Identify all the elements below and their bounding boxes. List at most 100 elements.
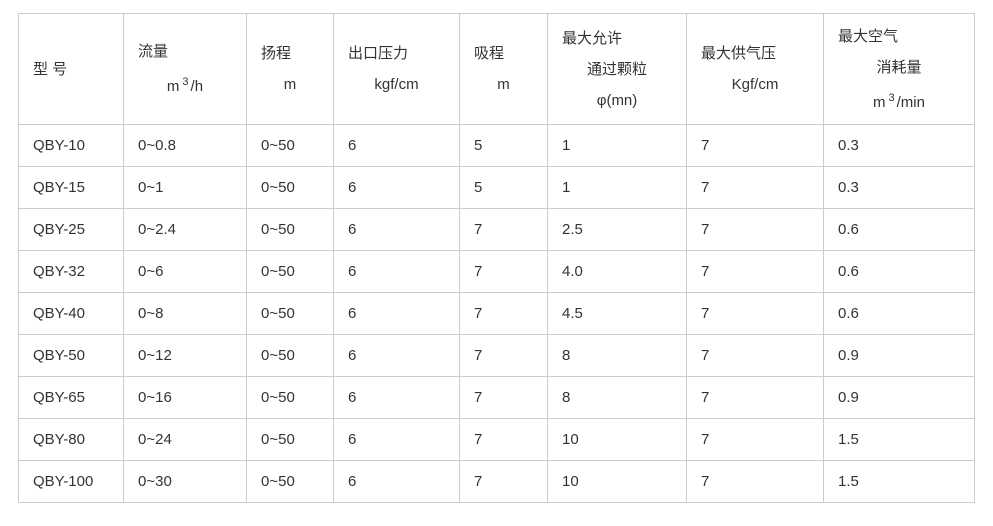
header-suction-unit: m [497,76,510,93]
cell-outlet-pressure: 6 [333,292,460,335]
cell-outlet-pressure: 6 [333,208,460,251]
header-suction: 吸程 m [459,13,548,125]
header-head: 扬程 m [246,13,334,125]
cell-outlet-pressure: 6 [333,166,460,209]
cell-flow: 0~1 [123,166,247,209]
cell-model: QBY-50 [18,334,124,377]
cell-outlet-pressure: 6 [333,418,460,461]
pump-spec-table: 型 号 流量 m 3/h 扬程 m 出口压 [18,13,975,503]
table-row: QBY-65 0~16 0~50 6 7 8 7 0.9 [18,376,975,419]
cell-suction: 7 [459,418,548,461]
table-row: QBY-40 0~8 0~50 6 7 4.5 7 0.6 [18,292,975,335]
cell-air-consumption: 0.6 [823,292,975,335]
cell-model: QBY-40 [18,292,124,335]
cell-max-air-pressure: 7 [686,418,824,461]
unit-base: m [166,78,180,95]
header-head-unit: m [283,76,297,93]
cell-air-consumption: 0.6 [823,250,975,293]
cell-air-consumption: 1.5 [823,418,975,461]
unit-suffix: /h [190,78,204,95]
header-max-particle-unit: φ(mn) [596,91,638,109]
cell-head: 0~50 [246,292,334,335]
header-flow: 流量 m 3/h [123,13,247,125]
header-head-label: 扬程 [261,45,292,62]
cell-max-particle: 4.5 [547,292,687,335]
header-row: 型 号 流量 m 3/h 扬程 m 出口压 [18,13,975,125]
table-row: QBY-10 0~0.8 0~50 6 5 1 7 0.3 [18,124,975,167]
cell-outlet-pressure: 6 [333,124,460,167]
header-model: 型 号 [18,13,124,125]
cell-suction: 5 [459,166,548,209]
table-header: 型 号 流量 m 3/h 扬程 m 出口压 [18,13,975,125]
cell-air-consumption: 1.5 [823,460,975,503]
cell-max-air-pressure: 7 [686,376,824,419]
unit-superscript: 3 [182,76,189,88]
cell-suction: 7 [459,376,548,419]
header-model-label: 型 号 [33,60,68,78]
cell-air-consumption: 0.3 [823,124,975,167]
cell-max-air-pressure: 7 [686,460,824,503]
cell-flow: 0~6 [123,250,247,293]
cell-max-particle: 10 [547,460,687,503]
header-max-air-pressure: 最大供气压 Kgf/cm [686,13,824,125]
header-outlet-pressure: 出口压力 kgf/cm [333,13,460,125]
cell-air-consumption: 0.9 [823,376,975,419]
cell-head: 0~50 [246,166,334,209]
cell-model: QBY-32 [18,250,124,293]
cell-suction: 7 [459,460,548,503]
header-max-particle: 最大允许 通过颗粒 φ(mn) [547,13,687,125]
cell-air-consumption: 0.6 [823,208,975,251]
header-suction-label: 吸程 [474,45,505,62]
cell-suction: 7 [459,208,548,251]
cell-flow: 0~2.4 [123,208,247,251]
header-max-particle-label2: 通过颗粒 [586,60,647,78]
cell-max-particle: 2.5 [547,208,687,251]
table-row: QBY-50 0~12 0~50 6 7 8 7 0.9 [18,334,975,377]
cell-outlet-pressure: 6 [333,460,460,503]
cell-air-consumption: 0.9 [823,334,975,377]
cell-model: QBY-15 [18,166,124,209]
header-flow-unit: m 3/h [125,67,246,102]
cell-max-particle: 8 [547,376,687,419]
cell-outlet-pressure: 6 [333,250,460,293]
cell-head: 0~50 [246,376,334,419]
cell-flow: 0~16 [123,376,247,419]
cell-flow: 0~0.8 [123,124,247,167]
cell-model: QBY-100 [18,460,124,503]
cell-suction: 7 [459,292,548,335]
cell-flow: 0~8 [123,292,247,335]
header-air-consumption: 最大空气 消耗量 m 3/min [823,13,975,125]
cell-head: 0~50 [246,208,334,251]
cell-flow: 0~30 [123,460,247,503]
cell-model: QBY-80 [18,418,124,461]
header-max-air-pressure-label: 最大供气压 [701,45,777,62]
cell-suction: 7 [459,250,548,293]
cell-model: QBY-10 [18,124,124,167]
header-air-consumption-label2: 消耗量 [876,58,922,76]
header-flow-label: 流量 [138,43,169,60]
cell-outlet-pressure: 6 [333,334,460,377]
table-body: QBY-10 0~0.8 0~50 6 5 1 7 0.3 QBY-15 0~1… [18,124,975,503]
cell-max-air-pressure: 7 [686,292,824,335]
cell-max-particle: 1 [547,124,687,167]
cell-air-consumption: 0.3 [823,166,975,209]
cell-max-particle: 10 [547,418,687,461]
cell-head: 0~50 [246,250,334,293]
cell-max-particle: 8 [547,334,687,377]
table-row: QBY-15 0~1 0~50 6 5 1 7 0.3 [18,166,975,209]
table-row: QBY-32 0~6 0~50 6 7 4.0 7 0.6 [18,250,975,293]
cell-max-particle: 4.0 [547,250,687,293]
header-air-consumption-unit: m 3/min [825,83,974,118]
cell-max-air-pressure: 7 [686,250,824,293]
unit-suffix: /min [896,93,925,111]
cell-head: 0~50 [246,418,334,461]
cell-max-air-pressure: 7 [686,124,824,167]
cell-flow: 0~12 [123,334,247,377]
cell-head: 0~50 [246,124,334,167]
unit-superscript: 3 [888,91,895,104]
table-row: QBY-80 0~24 0~50 6 7 10 7 1.5 [18,418,975,461]
cell-head: 0~50 [246,334,334,377]
cell-suction: 5 [459,124,548,167]
table-row: QBY-100 0~30 0~50 6 7 10 7 1.5 [18,460,975,503]
unit-base: m [873,93,886,111]
